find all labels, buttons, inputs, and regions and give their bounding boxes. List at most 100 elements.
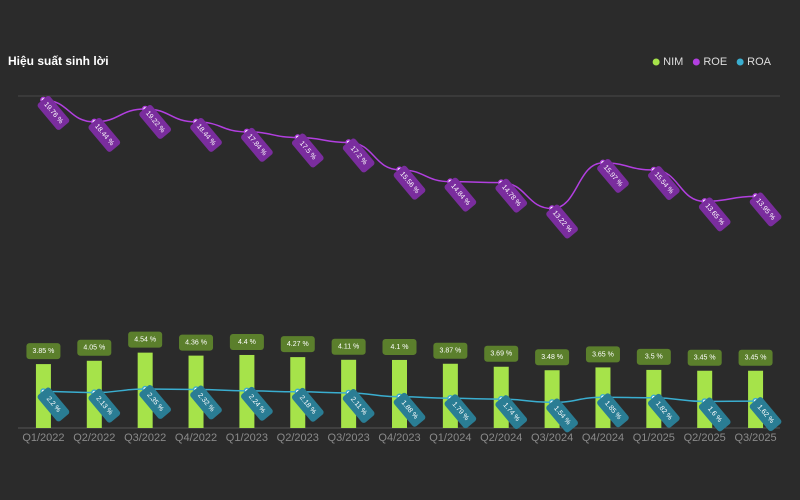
value-label-box [291, 133, 324, 168]
value-label: 2.24 % [241, 386, 273, 421]
value-label: 1.6 % [698, 397, 731, 432]
value-label: 3.85 % [26, 343, 61, 360]
value-label-box [190, 117, 222, 152]
x-tick-label: Q1/2024 [429, 432, 471, 444]
value-label-box [698, 197, 731, 232]
value-label: 2.11 % [342, 389, 375, 423]
value-label: 3.87 % [433, 342, 468, 359]
value-label: 2.32 % [190, 385, 222, 420]
value-label-box [546, 204, 578, 239]
value-label-box [687, 349, 722, 366]
value-label-text: 3.65 % [592, 351, 614, 358]
x-tick-label: Q3/2024 [531, 432, 573, 444]
value-label: 1.54 % [546, 398, 578, 433]
value-label-text: 4.4 % [238, 339, 256, 346]
value-label-text: 4.36 % [185, 339, 207, 346]
value-label-box [77, 339, 112, 356]
x-tick-label: Q3/2022 [124, 432, 166, 444]
value-label: 17.5 % [291, 133, 324, 168]
value-label-box [88, 388, 121, 423]
value-label: 1.79 % [444, 394, 477, 429]
value-label: 3.45 % [738, 349, 773, 366]
value-label: 1.88 % [393, 392, 426, 427]
value-label-box [495, 395, 528, 430]
legend-label: ROE [703, 56, 727, 68]
value-label-text: 4.11 % [338, 344, 359, 351]
legend-marker [692, 58, 700, 66]
value-label-text: 3.69 % [490, 351, 512, 358]
legend-label: ROA [747, 56, 772, 68]
value-label-text: 3.5 % [645, 354, 663, 361]
value-label-box [37, 387, 70, 422]
x-tick-label: Q3/2025 [734, 432, 776, 444]
x-tick-label: Q2/2025 [684, 432, 726, 444]
value-label: 2.2 % [37, 387, 70, 422]
value-label-text: 4.27 % [287, 341, 309, 348]
value-label-box [342, 389, 375, 423]
x-tick-label: Q3/2023 [328, 432, 370, 444]
value-label-box [698, 397, 731, 432]
value-label: 4.27 % [280, 336, 315, 353]
value-label-box [738, 349, 773, 366]
x-tick-label: Q4/2022 [175, 432, 217, 444]
value-label-text: 3.85 % [33, 348, 55, 355]
value-label: 3.65 % [585, 346, 620, 363]
value-label-box [597, 393, 629, 428]
value-label-box [648, 393, 680, 428]
value-label: 4.1 % [382, 338, 417, 355]
value-label-text: 3.45 % [745, 355, 767, 362]
value-label-box [128, 331, 163, 348]
x-tick-label: Q4/2024 [582, 432, 624, 444]
x-tick-label: Q2/2022 [73, 432, 115, 444]
value-label-box [291, 387, 324, 422]
legend-label: NIM [663, 56, 683, 68]
value-label: 1.74 % [495, 395, 528, 430]
value-label: 4.4 % [229, 333, 264, 350]
value-label-box [26, 343, 61, 360]
value-label-box [382, 338, 417, 355]
value-label-box [331, 338, 366, 355]
value-label-box [444, 394, 477, 429]
x-tick-label: Q1/2022 [22, 432, 64, 444]
legend-marker [652, 58, 660, 66]
x-tick-label: Q2/2023 [277, 432, 319, 444]
value-label-box [636, 348, 671, 365]
value-label-box [484, 345, 519, 362]
value-label-box [179, 334, 214, 351]
value-label-box [433, 342, 468, 359]
value-label-box [585, 346, 620, 363]
value-label-text: 3.45 % [694, 355, 716, 362]
value-label-box [88, 117, 121, 152]
value-label: 2.35 % [139, 385, 171, 419]
value-label-box [535, 349, 570, 366]
value-label-box [280, 336, 315, 353]
value-label: 17.2 % [342, 138, 375, 173]
x-tick-label: Q4/2023 [378, 432, 420, 444]
value-label-text: 3.48 % [541, 354, 563, 361]
value-label: 3.45 % [687, 349, 722, 366]
value-label-box [393, 165, 426, 200]
value-label-text: 4.05 % [83, 345, 105, 352]
value-label-box [229, 333, 264, 350]
value-label-box [190, 385, 222, 420]
value-label: 4.05 % [77, 339, 112, 356]
value-label-box [139, 385, 171, 419]
value-label-box [342, 138, 375, 173]
value-label-box [139, 105, 171, 139]
value-label-text: 3.87 % [439, 348, 461, 355]
value-label: 1.82 % [648, 393, 680, 428]
value-label-box [241, 127, 273, 162]
value-label: 1.62 % [749, 397, 782, 432]
value-label-box [546, 398, 578, 433]
value-label-box [495, 178, 528, 213]
value-label-box [749, 397, 782, 432]
value-label: 2.18 % [291, 387, 324, 422]
x-tick-label: Q2/2024 [480, 432, 522, 444]
value-label-box [444, 177, 477, 212]
value-label-box [648, 166, 680, 200]
value-label: 3.48 % [535, 349, 570, 366]
x-tick-label: Q1/2025 [633, 432, 675, 444]
value-label-box [597, 158, 629, 193]
value-label: 4.54 % [128, 331, 163, 348]
